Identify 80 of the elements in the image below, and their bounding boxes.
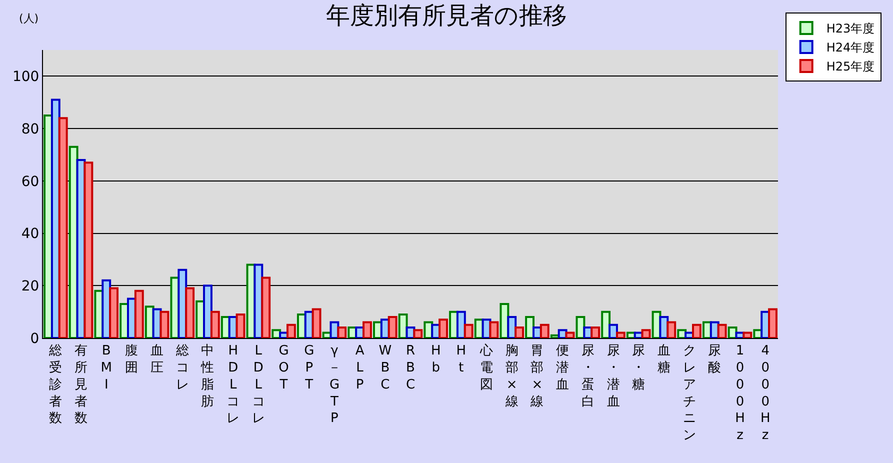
x-tick-label: Hb bbox=[430, 344, 441, 376]
bar bbox=[692, 324, 702, 338]
y-tick-label: 0 bbox=[30, 330, 40, 347]
x-tick-label: 尿・糖 bbox=[632, 344, 646, 392]
x-tick-label: 血圧 bbox=[150, 344, 164, 376]
legend-label: H25年度 bbox=[826, 60, 875, 74]
bar bbox=[742, 332, 752, 338]
x-tick-label: Ht bbox=[456, 344, 466, 376]
x-tick-label: GPT bbox=[304, 344, 314, 392]
bar bbox=[236, 313, 246, 338]
x-tick-label: 総受診者数 bbox=[48, 344, 62, 426]
x-tick-label: 尿・潜血 bbox=[606, 344, 620, 410]
bar bbox=[109, 287, 119, 338]
x-tick-label: ALP bbox=[355, 344, 364, 392]
bar bbox=[203, 284, 212, 338]
x-tick-label: LDLコレ bbox=[252, 344, 265, 426]
bar bbox=[286, 324, 296, 338]
bar bbox=[312, 308, 322, 338]
bar bbox=[728, 326, 738, 338]
bar bbox=[185, 287, 195, 338]
x-tick-label: RBC bbox=[406, 344, 416, 392]
bar bbox=[540, 324, 550, 338]
bar bbox=[489, 321, 499, 338]
x-tick-label: 有所見者数 bbox=[74, 344, 88, 426]
bar bbox=[438, 318, 448, 338]
bar bbox=[601, 310, 611, 338]
bar bbox=[210, 310, 220, 338]
chart-title: 年度別有所見者の推移 bbox=[326, 2, 567, 30]
y-tick-label: 40 bbox=[21, 226, 40, 242]
x-tick-label: 便潜血 bbox=[556, 344, 570, 392]
x-tick-label: 胃部×線 bbox=[530, 344, 544, 410]
bar bbox=[413, 329, 423, 338]
x-tick-label: 尿酸 bbox=[708, 344, 722, 376]
bar bbox=[717, 324, 727, 338]
bar bbox=[58, 117, 68, 338]
x-tick-label: 腹囲 bbox=[125, 344, 138, 376]
bar bbox=[525, 316, 535, 338]
bar bbox=[641, 329, 651, 338]
bar bbox=[464, 324, 474, 338]
y-tick-label: 20 bbox=[21, 278, 40, 295]
bar bbox=[677, 329, 687, 338]
x-tick-label: γ－GTP bbox=[328, 344, 341, 426]
bar bbox=[608, 324, 618, 338]
y-axis-title: (人) bbox=[19, 12, 39, 25]
y-tick-label: 80 bbox=[21, 121, 40, 138]
x-tick-label: 心電図 bbox=[479, 342, 494, 392]
x-tick-label: 胸部×線 bbox=[504, 344, 518, 410]
bar bbox=[134, 290, 144, 338]
bar bbox=[388, 316, 398, 338]
x-tick-label: 尿・蛋白 bbox=[581, 344, 594, 410]
x-tick-label: 1000Hz bbox=[735, 344, 745, 444]
bar bbox=[84, 162, 94, 338]
y-tick-label: 100 bbox=[12, 69, 40, 86]
x-tick-label: GOT bbox=[278, 344, 289, 392]
bar bbox=[616, 332, 626, 338]
bar bbox=[514, 326, 524, 338]
bar bbox=[160, 310, 170, 338]
bar bbox=[666, 321, 676, 338]
x-tick-label: WBC bbox=[378, 344, 392, 392]
bar bbox=[337, 326, 347, 338]
x-tick-label: 総コレ bbox=[174, 344, 189, 392]
x-tick-label: BMI bbox=[100, 344, 112, 392]
bar bbox=[272, 329, 282, 338]
bar bbox=[507, 316, 517, 338]
x-tick-label: 血糖 bbox=[657, 344, 670, 376]
bar bbox=[590, 326, 600, 338]
x-tick-label: HDLコレ bbox=[226, 344, 240, 426]
bar bbox=[362, 321, 372, 338]
x-tick-label: 4000Hz bbox=[760, 344, 770, 444]
bar bbox=[398, 313, 408, 338]
bar bbox=[768, 308, 778, 338]
bar bbox=[261, 276, 271, 338]
bar bbox=[456, 310, 466, 338]
bar bbox=[558, 329, 568, 338]
y-tick-label: 60 bbox=[21, 174, 40, 190]
x-tick-label: 中性脂肪 bbox=[200, 344, 214, 410]
x-tick-label: クレアチニン bbox=[682, 344, 696, 444]
bar bbox=[565, 332, 575, 338]
legend-label: H23年度 bbox=[826, 22, 875, 36]
legend-label: H24年度 bbox=[826, 40, 875, 55]
